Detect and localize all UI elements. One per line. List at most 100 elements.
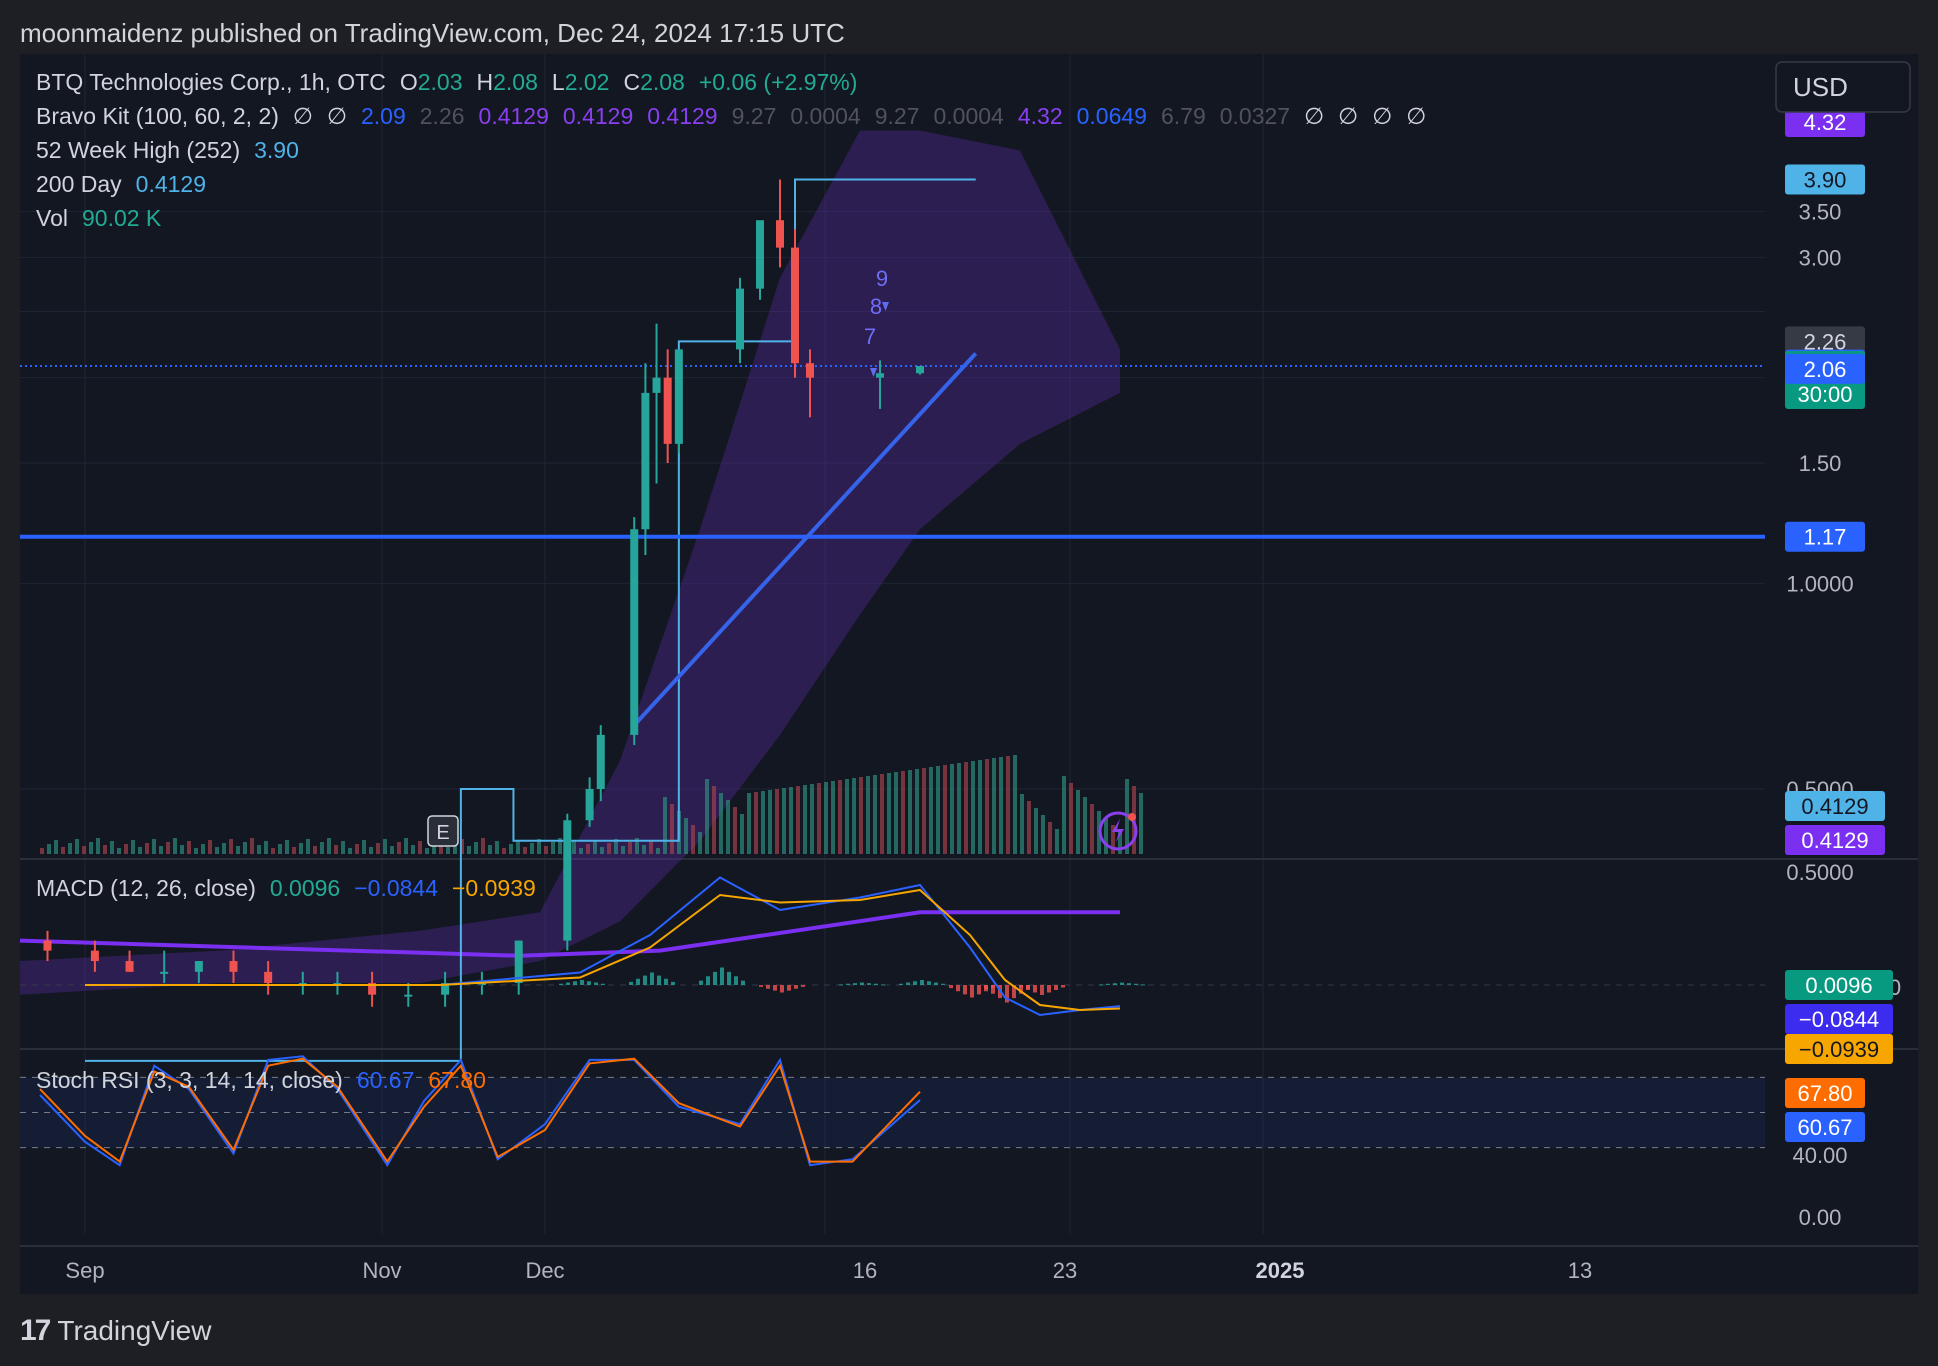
indicator-legend-value: 4.32 — [1018, 103, 1063, 129]
volume-bar — [978, 760, 982, 854]
candle-body — [125, 961, 134, 972]
candle-body — [229, 961, 238, 972]
volume-bar — [201, 844, 205, 854]
macd-histogram-bar — [601, 983, 605, 985]
price-badge: 30:00 — [1785, 379, 1865, 410]
price-badge-label: 1.17 — [1804, 525, 1847, 550]
macd-histogram-bar — [580, 980, 584, 985]
price-badge: 3.90 — [1785, 164, 1865, 195]
volume-bar — [1055, 829, 1059, 854]
volume-bar — [719, 793, 723, 854]
price-badge-bg — [1785, 825, 1885, 855]
macd-histogram-bar — [1033, 985, 1037, 993]
volume-bar — [824, 782, 828, 854]
macd-histogram-bar — [906, 982, 910, 985]
volume-bar — [40, 848, 44, 854]
volume-bar — [250, 838, 254, 854]
volume-bar — [852, 778, 856, 854]
volume-bar — [54, 840, 58, 854]
volume-bar — [663, 797, 667, 854]
indicator-legend-value: ∅ — [1338, 103, 1358, 129]
macd-histogram-bar — [734, 976, 738, 985]
stoch-badge-label: 60.67 — [1797, 1115, 1852, 1140]
change-value: +0.06 (+2.97%) — [699, 69, 858, 95]
volume-bar — [957, 763, 961, 854]
macd-histogram-bar — [881, 984, 885, 986]
candle-body — [663, 377, 672, 444]
volume-bar — [159, 846, 163, 854]
volume-bar — [754, 792, 758, 854]
candle-body — [404, 994, 413, 997]
volume-bar — [404, 838, 408, 854]
volume-bar — [145, 843, 149, 854]
indicator-legend: Vol 90.02 K — [36, 205, 162, 231]
volume-bar — [866, 776, 870, 854]
macd-histogram-bar — [1019, 985, 1023, 994]
macd-badge-label: −0.0844 — [1799, 1007, 1879, 1032]
volume-bar — [138, 847, 142, 854]
macd-histogram-bar — [727, 971, 731, 985]
volume-bar — [992, 758, 996, 854]
stoch-legend: Stoch RSI (3, 3, 14, 14, close) 60.67 67.8… — [36, 1067, 486, 1093]
macd-histogram-bar — [706, 976, 710, 985]
candle-body — [477, 983, 486, 986]
ohlc-key: C — [623, 69, 640, 95]
macd-legend-value: −0.0844 — [354, 875, 438, 901]
macd-legend: MACD (12, 26, close) 0.0096 −0.0844 −0.0939 — [36, 875, 536, 901]
volume-bar — [187, 841, 191, 854]
indicator-legend-value: 2.26 — [420, 103, 465, 129]
indicator-legend-value: ∅ — [1406, 103, 1426, 129]
volume-bar — [537, 839, 541, 854]
candle-body — [674, 349, 683, 444]
volume-bar — [236, 846, 240, 854]
volume-bar — [775, 789, 779, 854]
stoch-d-line — [39, 1057, 921, 1164]
volume-bar — [82, 846, 86, 854]
td-setup-9-label: 9 — [876, 266, 888, 291]
macd-badge-label: −0.0939 — [1799, 1037, 1879, 1062]
volume-bar — [971, 761, 975, 854]
publisher-header: moonmaidenz published on TradingView.com… — [20, 18, 845, 48]
sell-signal-icon — [870, 302, 889, 377]
price-badge: 1.17 — [1785, 521, 1865, 552]
volume-bar — [1111, 825, 1115, 854]
volume-bar — [649, 841, 653, 854]
candle-body — [756, 220, 764, 289]
indicator-legend-value: 9.27 — [732, 103, 777, 129]
candle-body — [641, 392, 650, 530]
volume-bar — [607, 843, 611, 854]
currency-button[interactable]: USD — [1775, 61, 1911, 113]
volume-bar — [313, 846, 317, 854]
macd-histogram-bar — [1134, 983, 1138, 985]
volume-bar — [558, 838, 562, 854]
macd-axis-tick: 0.5000 — [1786, 860, 1853, 885]
volume-bar — [516, 840, 520, 854]
indicator-legend-value: 0.4129 — [647, 103, 717, 129]
ohlc-value: 2.02 — [565, 69, 610, 95]
macd-histogram-bar — [970, 985, 974, 998]
stoch-badge-bg — [1785, 1078, 1865, 1108]
volume-bar — [61, 847, 65, 854]
macd-pane — [20, 876, 1765, 1017]
macd-histogram-bar — [1012, 985, 1016, 999]
volume-bar — [369, 847, 373, 854]
candle-body — [194, 961, 203, 972]
tradingview-footer[interactable]: 17 TradingView — [20, 1314, 211, 1348]
indicator-legend-value: 9.27 — [875, 103, 920, 129]
earnings-marker-icon: E — [427, 815, 459, 847]
macd-histogram-bar — [1005, 985, 1009, 1003]
time-axis-label: 23 — [1053, 1258, 1077, 1283]
macd-histogram-bar — [657, 975, 661, 985]
volume-bar — [551, 842, 555, 854]
indicator-legend-value: 90.02 K — [82, 205, 162, 231]
volume-bar — [348, 848, 352, 854]
price-axis-tick: 1.0000 — [1786, 571, 1853, 596]
macd-histogram-bar — [899, 983, 903, 985]
volume-bar — [362, 840, 366, 854]
volume-bar — [642, 845, 646, 854]
volume-bar — [411, 845, 415, 854]
legends: BTQ Technologies Corp., 1h, OTC O2.03 H2.0… — [36, 69, 1426, 1093]
macd-histogram-bar — [867, 983, 871, 985]
volume-bar — [733, 807, 737, 854]
